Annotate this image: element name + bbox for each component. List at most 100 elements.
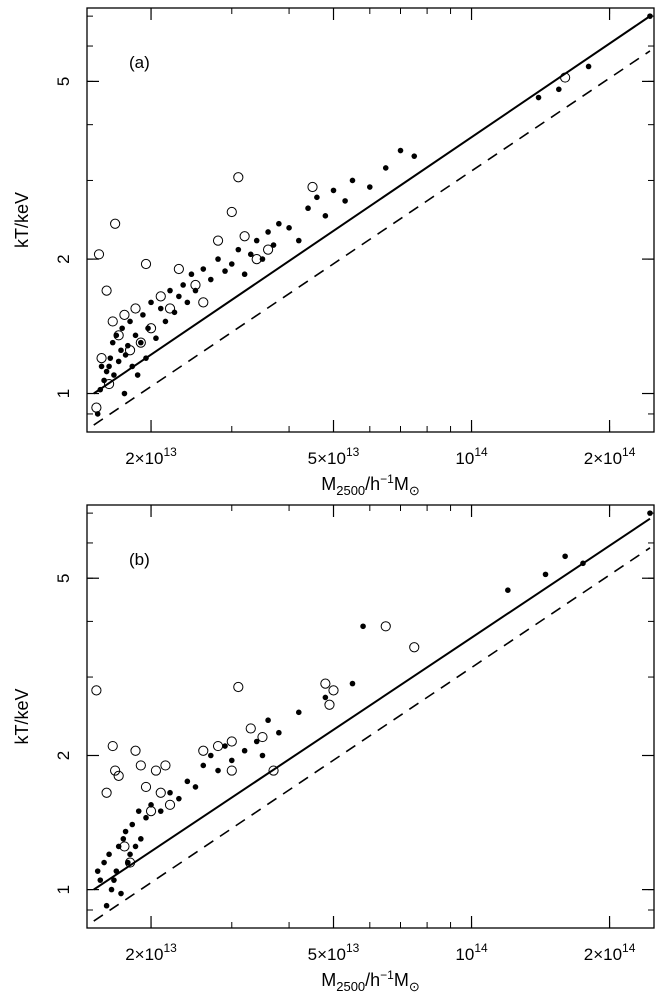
filled-point (382, 165, 389, 171)
open-point (140, 258, 152, 270)
y-tick-label: 2 (54, 254, 73, 263)
filled-point (235, 246, 242, 253)
filled-point (111, 372, 117, 378)
filled-point (122, 352, 129, 358)
open-point (257, 731, 268, 743)
filled-point (314, 194, 320, 201)
filled-point (367, 184, 373, 190)
filled-point (118, 347, 124, 354)
filled-point (207, 752, 214, 759)
filled-point (247, 251, 254, 258)
filled-point (94, 868, 101, 874)
filled-point (180, 282, 186, 288)
filled-point (330, 187, 337, 194)
panel-label: (b) (129, 550, 150, 569)
filled-point (188, 271, 195, 278)
open-point (130, 303, 141, 314)
open-point (110, 218, 121, 229)
filled-point (148, 299, 154, 306)
x-tick-label: 1014 (455, 941, 488, 964)
open-point (101, 285, 112, 296)
filled-point (647, 13, 653, 19)
panel-b: 2×1013 5×1013 1014 2×1014 1 2 5 M2500/h−1M⊙ kT/k… (12, 504, 655, 994)
filled-point (542, 571, 549, 578)
open-point (119, 309, 130, 320)
filled-point (167, 287, 173, 294)
fit-line (93, 15, 651, 395)
open-point (107, 740, 118, 752)
filled-point (259, 752, 266, 759)
open-point (150, 765, 162, 776)
filled-point (647, 510, 653, 516)
filled-point (129, 821, 136, 828)
filled-point (253, 237, 260, 244)
filled-point (176, 795, 182, 802)
open-point (239, 231, 250, 242)
open-point (226, 736, 237, 747)
filled-point (184, 778, 191, 785)
open-point (130, 745, 141, 756)
filled-point (118, 890, 124, 897)
open-point (96, 353, 107, 364)
filled-point (241, 271, 248, 278)
open-point (198, 297, 209, 308)
open-point (124, 345, 136, 356)
filled-point (129, 363, 136, 370)
filled-point (127, 318, 133, 325)
filled-point (132, 332, 139, 339)
filled-point (286, 225, 292, 231)
plot-frame (86, 7, 655, 433)
filled-point (265, 229, 271, 235)
filled-point (270, 242, 277, 248)
y-tick-label: 2 (54, 751, 73, 760)
open-point (155, 291, 166, 302)
filled-point (184, 299, 191, 306)
filled-point (106, 851, 112, 858)
filled-point (101, 859, 107, 866)
open-point (560, 72, 571, 83)
x-axis-label: M2500/h−1M⊙ (321, 968, 420, 994)
filled-point (143, 355, 149, 361)
filled-point (143, 814, 149, 821)
filled-point (115, 358, 122, 365)
filled-point (397, 147, 404, 154)
filled-point (322, 213, 329, 219)
x-axis-label: M2500/h−1M⊙ (321, 472, 420, 498)
filled-point (200, 762, 207, 769)
x-tick-label: 2×1014 (584, 445, 636, 468)
open-point (164, 799, 176, 810)
filled-point (113, 868, 120, 874)
x-tick-label: 5×1013 (308, 445, 360, 468)
open-point (262, 244, 274, 255)
open-point (160, 760, 171, 771)
filled-point (305, 205, 311, 212)
y-axis-label: kT/keV (12, 688, 32, 744)
filled-point (222, 743, 228, 749)
filled-point (113, 332, 120, 339)
filled-point (215, 256, 221, 262)
filled-point (176, 293, 182, 300)
open-point (198, 745, 209, 756)
open-point (245, 723, 256, 734)
filled-point (535, 94, 542, 101)
open-point (233, 681, 244, 693)
open-point (212, 740, 224, 752)
filled-point (171, 309, 178, 316)
y-tick-label: 1 (54, 885, 73, 894)
open-point (307, 181, 318, 193)
open-point (91, 685, 102, 696)
filled-point (101, 377, 107, 384)
filled-point (222, 268, 228, 274)
y-axis-label: kT/keV (12, 192, 32, 248)
filled-point (228, 261, 235, 267)
filled-point (140, 312, 146, 318)
open-point (173, 263, 184, 275)
open-point (103, 378, 115, 390)
y-tick-label: 5 (54, 77, 73, 86)
filled-point (505, 587, 511, 593)
filled-point (157, 808, 164, 814)
filled-point (562, 553, 568, 560)
filled-point (111, 877, 117, 883)
filled-point (106, 363, 112, 370)
x-tick-label: 1014 (455, 445, 488, 468)
